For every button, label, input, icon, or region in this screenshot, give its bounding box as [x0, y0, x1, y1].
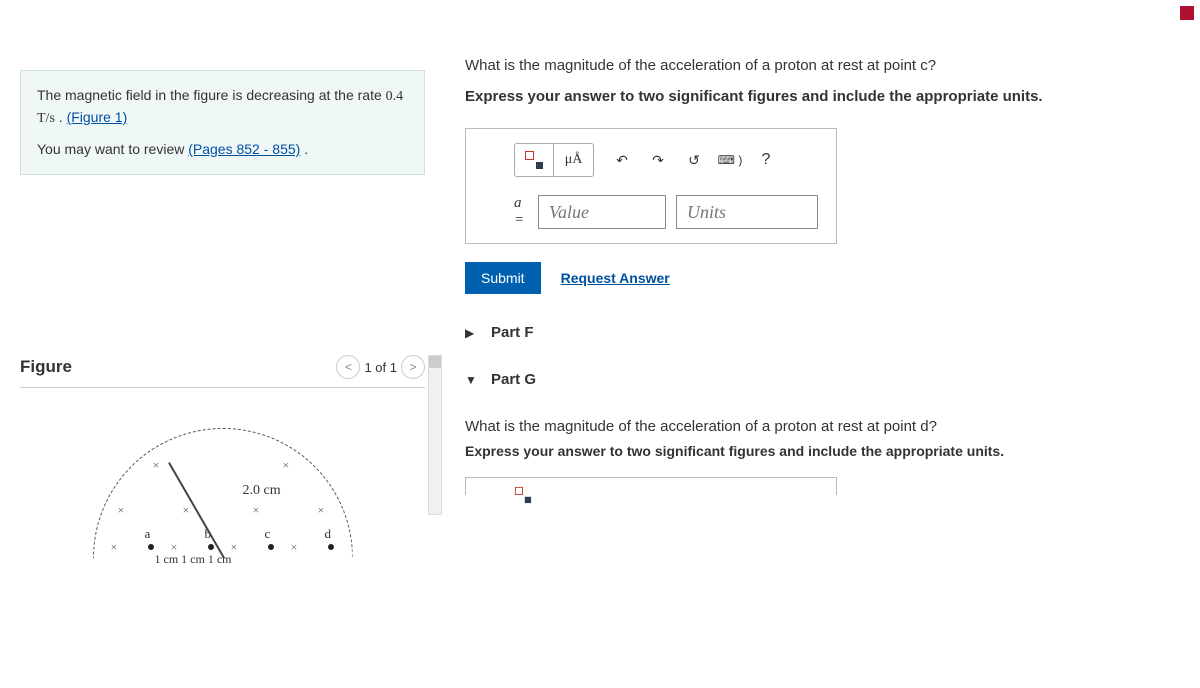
- redo-button[interactable]: ↷: [640, 143, 676, 177]
- part-f-header[interactable]: ▶ Part F: [465, 324, 1180, 341]
- units-symbol-button[interactable]: μÅ: [554, 143, 594, 177]
- figure-title: Figure: [20, 357, 72, 377]
- figure-page-indicator: 1 of 1: [364, 360, 397, 375]
- submit-button[interactable]: Submit: [465, 262, 541, 294]
- collapse-icon: ▼: [465, 373, 477, 387]
- figure-pager: < 1 of 1 >: [336, 355, 425, 379]
- units-input[interactable]: [676, 195, 818, 229]
- part-g-question: What is the magnitude of the acceleratio…: [465, 418, 1180, 435]
- template-tool-button[interactable]: [514, 143, 554, 177]
- brand-logo-fragment: [1180, 6, 1194, 20]
- part-g-instruction: Express your answer to two significant f…: [465, 443, 1180, 459]
- figure-scrollbar[interactable]: [428, 355, 442, 515]
- radius-label: 2.0 cm: [243, 483, 281, 499]
- figure-next-button[interactable]: >: [401, 355, 425, 379]
- template-tool-icon: [515, 487, 531, 503]
- part-g-title: Part G: [491, 371, 536, 388]
- problem-intro: The magnetic field in the figure is decr…: [20, 70, 425, 175]
- part-e-question: What is the magnitude of the acceleratio…: [465, 55, 1180, 78]
- figure-diagram: 2.0 cm × × × × × × × × × × a b c d 1 cm …: [93, 428, 353, 558]
- reset-button[interactable]: ↺: [676, 143, 712, 177]
- intro-text: The magnetic field in the figure is decr…: [37, 87, 386, 103]
- figure-prev-button[interactable]: <: [336, 355, 360, 379]
- part-g-header[interactable]: ▼ Part G: [465, 371, 1180, 388]
- variable-label: a =: [514, 195, 528, 229]
- review-text: You may want to review: [37, 141, 188, 157]
- keyboard-button[interactable]: ⌨ ): [712, 143, 748, 177]
- value-input[interactable]: [538, 195, 666, 229]
- answer-box: μÅ ↶ ↷ ↺ ⌨ ) ? a =: [465, 128, 837, 244]
- request-answer-link[interactable]: Request Answer: [561, 270, 670, 286]
- help-button[interactable]: ?: [748, 143, 784, 177]
- figure-link[interactable]: (Figure 1): [67, 109, 128, 125]
- expand-icon: ▶: [465, 326, 477, 340]
- part-f-title: Part F: [491, 324, 534, 341]
- part-e-instruction: Express your answer to two significant f…: [465, 86, 1180, 109]
- undo-button[interactable]: ↶: [604, 143, 640, 177]
- pages-link[interactable]: (Pages 852 - 855): [188, 141, 300, 157]
